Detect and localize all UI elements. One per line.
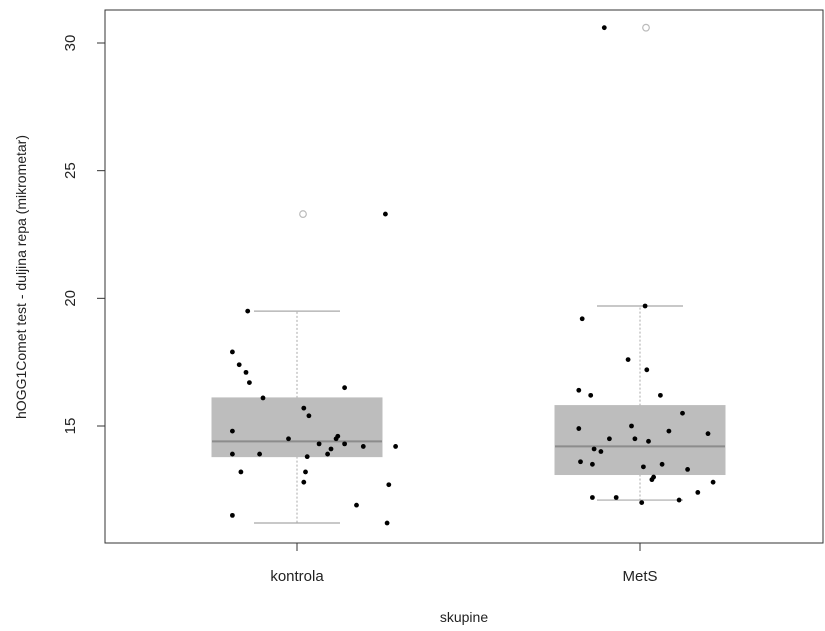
data-point (325, 451, 330, 457)
data-point (644, 367, 650, 373)
data-point (710, 479, 716, 485)
data-point (384, 520, 390, 526)
data-point (360, 444, 366, 449)
box-kontrola (211, 397, 383, 458)
data-point (354, 502, 359, 508)
data-point (247, 380, 252, 385)
data-point (641, 464, 646, 470)
data-point (245, 308, 251, 314)
data-point (303, 469, 308, 475)
y-axis-title: hOGG1Comet test - duljina repa (mikromet… (13, 135, 29, 419)
data-point (230, 451, 235, 457)
data-point (659, 461, 665, 467)
data-point (238, 469, 244, 475)
box-layer (211, 23, 726, 524)
data-point (695, 489, 701, 495)
data-point (230, 428, 235, 434)
data-point (335, 433, 341, 439)
outlier-marker (642, 23, 650, 32)
data-point (613, 495, 619, 500)
data-point (646, 438, 651, 444)
data-point (306, 413, 312, 419)
data-point (576, 387, 582, 393)
data-point (257, 451, 262, 457)
data-point (304, 454, 310, 460)
data-point (598, 449, 604, 454)
data-point (685, 467, 690, 472)
data-point (578, 459, 583, 465)
data-point (658, 392, 663, 398)
data-point (607, 436, 612, 442)
y-axis: 15 20 25 30 (62, 35, 105, 435)
plot-frame (104, 9, 824, 544)
data-point (642, 303, 648, 309)
x-axis: kontrola MetS (270, 543, 658, 585)
data-point (393, 444, 398, 449)
data-point (260, 395, 266, 401)
x-tick-label: MetS (622, 568, 657, 585)
data-point (386, 482, 392, 488)
data-point (301, 479, 307, 485)
data-point (286, 436, 291, 442)
data-point (632, 436, 638, 442)
x-tick-label: kontrola (270, 568, 324, 585)
box-MetS (554, 405, 726, 476)
data-point (591, 446, 597, 452)
data-point (301, 405, 307, 411)
y-tick-label: 20 (62, 290, 79, 307)
data-point (601, 25, 607, 31)
data-point (342, 441, 347, 447)
data-point (243, 369, 249, 375)
data-point (639, 500, 645, 505)
data-point (625, 357, 631, 363)
data-point (383, 211, 388, 217)
data-point (651, 474, 656, 480)
y-tick-label: 15 (62, 418, 79, 435)
data-point (236, 362, 242, 368)
y-tick-label: 25 (62, 162, 79, 179)
data-point (588, 392, 594, 398)
data-point (590, 495, 595, 500)
data-point (629, 423, 634, 429)
point-layer (230, 25, 716, 526)
data-point (328, 446, 334, 452)
data-point (230, 512, 235, 518)
data-point (676, 497, 682, 503)
outlier-marker (299, 210, 307, 218)
data-point (230, 349, 235, 355)
data-point (342, 385, 347, 391)
y-tick-label: 30 (62, 35, 79, 52)
data-point (576, 426, 582, 431)
data-point (579, 316, 585, 322)
data-point (590, 461, 595, 467)
data-point (666, 428, 672, 434)
x-axis-title: skupine (440, 609, 488, 625)
data-point (680, 410, 685, 416)
data-point (316, 441, 322, 447)
data-point (705, 431, 711, 437)
